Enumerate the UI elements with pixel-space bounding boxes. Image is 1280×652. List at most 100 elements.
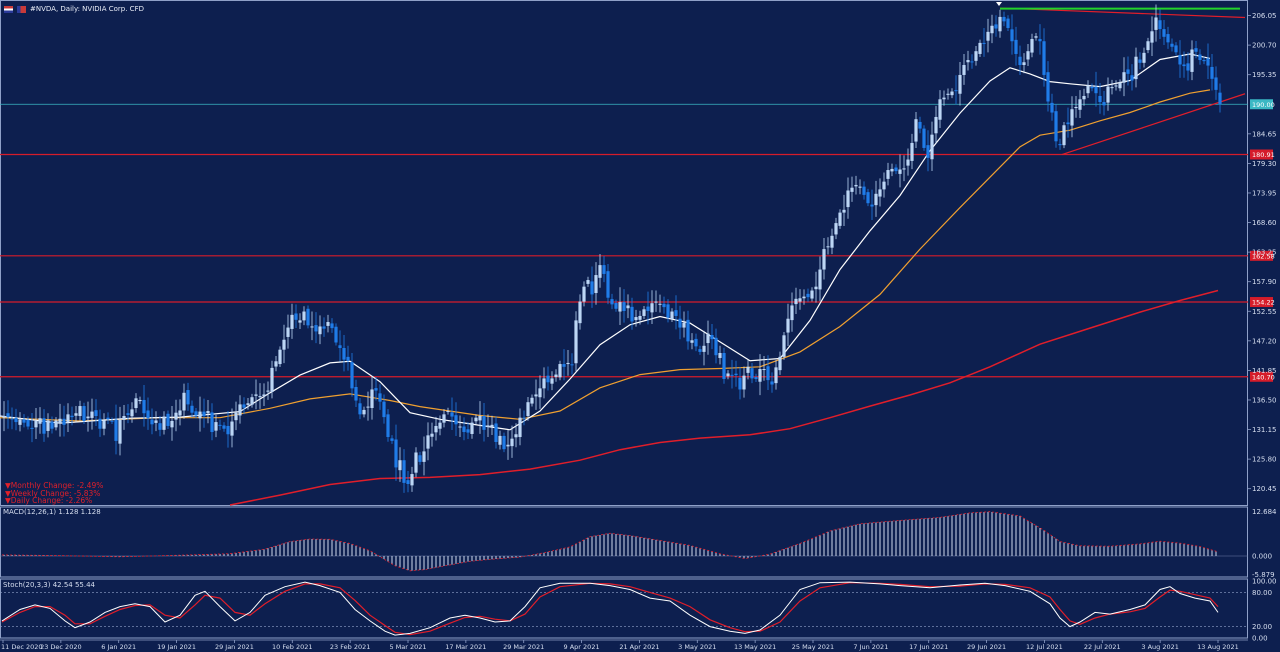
macd-signal-line <box>1 511 1219 572</box>
candle <box>390 438 394 441</box>
candle <box>810 290 814 299</box>
candle <box>1026 51 1030 60</box>
candle <box>850 187 854 192</box>
x-tick-label: 3 Aug 2021 <box>1141 643 1179 651</box>
candle <box>502 435 506 450</box>
candle <box>230 421 234 436</box>
candle <box>486 425 490 428</box>
candle <box>1158 20 1162 30</box>
y-tick-label: 141.85 <box>1252 367 1277 375</box>
candle <box>354 386 358 401</box>
level-label: 154.22 <box>1252 299 1275 307</box>
price-panel-frame <box>0 0 1248 506</box>
candle <box>682 322 686 328</box>
monthly-change: ▼Monthly Change: -2.49% <box>5 481 104 490</box>
candle <box>546 375 550 383</box>
candle <box>474 417 478 422</box>
sma-slow-line <box>229 289 1219 506</box>
candle <box>1034 36 1038 38</box>
candle <box>690 340 694 343</box>
y-tick-label: 157.90 <box>1252 278 1277 286</box>
candle <box>754 377 758 379</box>
y-tick-label: 168.60 <box>1252 219 1277 227</box>
candle <box>38 418 42 424</box>
candle <box>514 434 518 438</box>
candle <box>882 181 886 190</box>
candle <box>718 352 722 358</box>
candle <box>346 356 350 361</box>
candle <box>1054 111 1058 142</box>
candle <box>454 415 458 425</box>
y-tick-label: 184.65 <box>1252 130 1277 138</box>
candle <box>286 327 290 337</box>
level-label-bg <box>1250 149 1273 160</box>
candle <box>10 418 14 420</box>
flag-icon <box>4 5 13 13</box>
x-tick-label: 10 Feb 2021 <box>272 643 312 651</box>
candle <box>1146 41 1150 51</box>
candle <box>278 349 282 365</box>
candle <box>382 401 386 418</box>
candle <box>14 417 18 423</box>
candle <box>442 414 446 423</box>
candle <box>770 381 774 385</box>
candle <box>266 390 270 392</box>
candle <box>866 192 870 204</box>
candle <box>258 396 262 398</box>
trendline <box>999 7 1246 19</box>
macd-label: MACD(12,26,1) 1.128 1.128 <box>3 508 101 516</box>
candle <box>930 134 934 160</box>
candle <box>134 398 138 408</box>
candle <box>838 212 842 226</box>
macd-tick-label: -5.879 <box>1252 571 1275 579</box>
candle <box>842 209 846 213</box>
candle <box>1010 29 1014 42</box>
candle <box>610 299 614 305</box>
candle <box>478 416 482 421</box>
candle <box>658 303 662 305</box>
candle <box>482 416 486 430</box>
candle <box>210 412 214 433</box>
candle <box>1114 85 1118 87</box>
candle <box>622 302 626 311</box>
candle <box>550 378 554 384</box>
x-tick-label: 9 Apr 2021 <box>564 643 600 651</box>
candle <box>82 406 86 421</box>
candle <box>150 419 154 425</box>
candle <box>166 413 170 426</box>
candle <box>742 375 746 390</box>
candle <box>962 65 966 75</box>
candle <box>1186 63 1190 71</box>
candle <box>814 286 818 290</box>
flag-icon <box>17 5 26 13</box>
stoch-signal-line <box>1 582 1219 636</box>
candle <box>990 25 994 34</box>
x-tick-label: 6 Jan 2021 <box>101 643 136 651</box>
candle <box>194 411 198 416</box>
candle <box>938 99 942 120</box>
candle <box>498 435 502 445</box>
x-tick-label: 13 Aug 2021 <box>1197 643 1239 651</box>
candle <box>274 361 278 367</box>
candle <box>290 314 294 329</box>
x-tick-label: 3 May 2021 <box>678 643 716 651</box>
candle <box>878 189 882 197</box>
candle <box>750 368 754 379</box>
candle <box>190 405 194 413</box>
candle <box>858 186 862 188</box>
candle <box>974 51 978 61</box>
candle <box>34 420 38 428</box>
candle <box>226 425 230 435</box>
weekly-change: ▼Weekly Change: -5.83% <box>5 488 101 498</box>
candle <box>362 409 366 415</box>
sma-mid-line <box>0 89 1211 422</box>
candle <box>830 235 834 248</box>
candle <box>970 61 974 63</box>
candle <box>558 364 562 378</box>
x-tick-label: 17 Jun 2021 <box>909 643 948 651</box>
candle <box>1154 17 1158 30</box>
candle <box>562 364 566 367</box>
candle <box>398 460 402 471</box>
stoch-tick-label: 100.00 <box>1252 578 1277 586</box>
